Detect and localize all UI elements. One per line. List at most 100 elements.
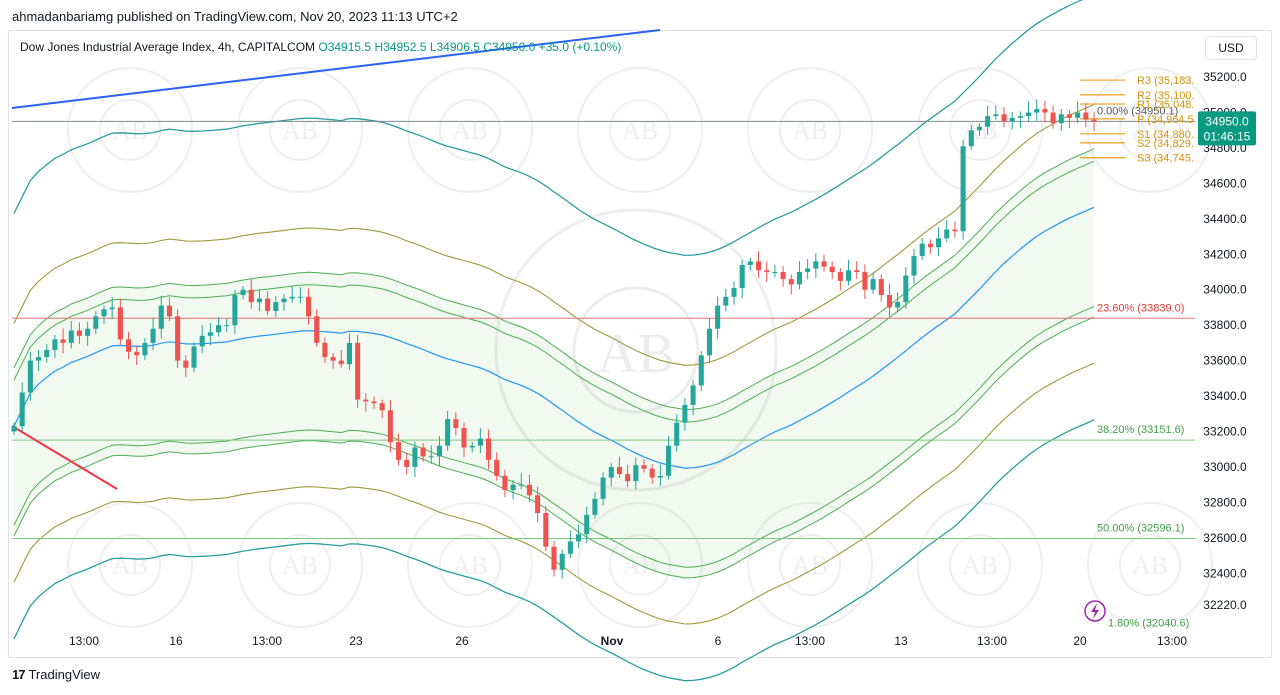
watermark-logo-icon: AB [747,502,873,628]
pivot-label: R3 (35,183. [1137,75,1194,87]
price-tick-label: 33000.0 [1203,460,1247,474]
candle-body [199,335,205,347]
pivot-label: R2 (35,100. [1137,90,1194,102]
open-value: O34915.5 [318,40,372,54]
watermark-ring-inner [949,534,1011,596]
candle-body [870,279,876,290]
candle-body [551,546,557,570]
watermark-logo-icon: AB [407,502,533,628]
candle-body [731,287,737,297]
candle-body [207,332,213,336]
watermark-center-text: AB [597,323,675,385]
candle-body [1091,119,1097,122]
band-fill [14,148,1094,579]
candle-body [1026,112,1032,117]
watermark-ring-inner [1119,534,1181,596]
price-tick-label: 33600.0 [1203,354,1247,368]
watermark-logo-icon: AB [917,502,1043,628]
price-tick-label: 34200.0 [1203,247,1247,261]
candle-body [723,296,729,306]
time-tick-label: 13:00 [977,634,1007,648]
pivot-label: S3 (34,745. [1137,153,1194,165]
watermark-ring [407,67,533,193]
high-value: H34952.5 [374,40,427,54]
chart-frame [8,30,1272,658]
candle-body [19,392,25,427]
time-tick-label: 13:00 [1157,634,1187,648]
candle-body [739,264,745,288]
candle-body [1009,117,1015,122]
trendline-blue [11,29,661,109]
price-tick-label: 34000.0 [1203,283,1247,297]
watermark-ring-inner [269,534,331,596]
candle-body [273,302,279,312]
candle-body [387,410,393,443]
tradingview-brand[interactable]: 17 TradingView [12,667,100,682]
watermark-ring-inner [99,534,161,596]
candle-body [1034,108,1040,113]
candle-body [363,399,369,402]
candle-body [567,541,573,554]
candle-body [85,328,91,336]
candle-body [1066,114,1072,118]
fib-label: 1.80% (32040.6) [1108,617,1189,629]
candle-body [772,272,778,274]
currency-button[interactable]: USD [1205,36,1257,60]
flash-icon[interactable] [1084,600,1106,622]
candle-body [698,355,704,386]
candle-body [518,484,524,486]
candle-body [183,360,189,368]
inner-lower-band [13,316,1095,579]
time-tick-label: 13 [894,634,908,648]
flash-icon-bolt [1091,603,1099,619]
candle-body [52,339,58,350]
candle-body [338,360,344,365]
watermark-ring-inner [779,534,841,596]
candle-body [641,465,647,469]
candle-body [510,484,516,490]
candle-body [543,513,549,547]
inner-lower-band-2 [13,306,1095,568]
candle-body [289,296,295,299]
candle-body [764,270,770,273]
watermark-logo-icon: AB [237,67,363,193]
watermark-ring-inner [269,99,331,161]
candle-body [265,298,271,312]
watermark-text: AB [282,551,318,580]
candle-body [469,445,475,448]
candle-body [126,339,132,352]
candle-body [535,495,541,514]
watermark-text: AB [962,116,998,145]
outer-lower-band [13,419,1095,682]
price-tick-label: 32800.0 [1203,495,1247,509]
flash-icon-ring [1084,600,1106,622]
watermark-ring [577,502,703,628]
watermark-logo-icon: AB [237,502,363,628]
candle-body [666,445,672,476]
candle-body [453,419,459,428]
candle-body [854,270,860,273]
candle-body [445,419,451,446]
candle-body [878,279,884,296]
watermark-logo-icon: AB [577,67,703,193]
watermark-logo-icon: AB [747,67,873,193]
time-tick-label: 16 [169,634,183,648]
candle-body [616,466,622,475]
candle-body [36,357,42,361]
candle-body [895,302,901,308]
candle-body [584,514,590,535]
candle-body [1050,112,1056,124]
time-tick-label: 26 [455,634,469,648]
candle-body [1042,108,1048,113]
candle-body [281,298,287,303]
candle-body [142,342,148,356]
candle-body [240,289,246,296]
candle-body [592,498,598,515]
time-tick-label: 23 [349,634,363,648]
watermark-ring-inner [949,99,1011,161]
candle-body [657,475,663,478]
candle-body [1083,112,1089,120]
candle-body [175,316,181,361]
candle-body [886,295,892,308]
